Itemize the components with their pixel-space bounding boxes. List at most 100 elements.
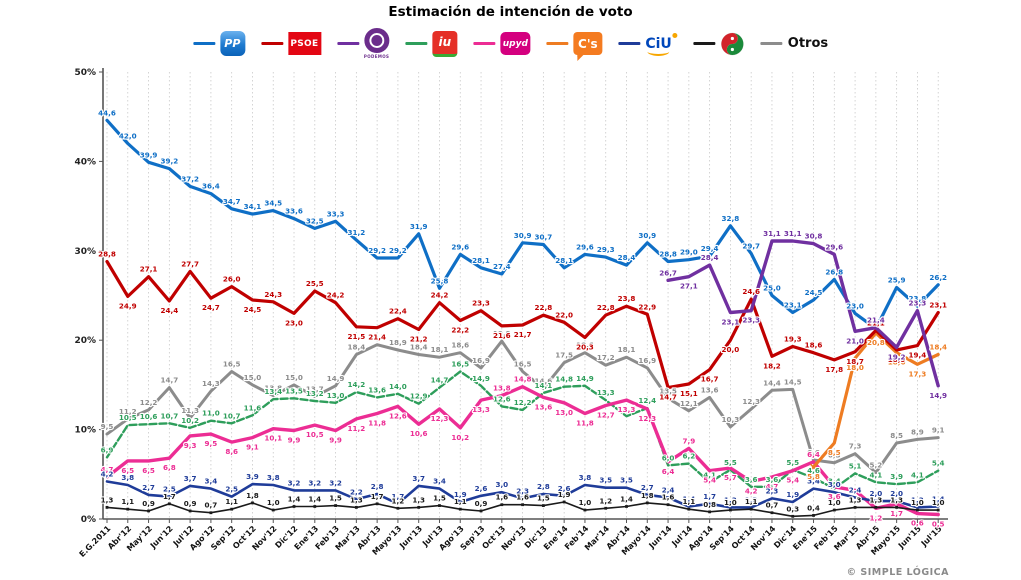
- svg-text:3,2: 3,2: [308, 478, 321, 487]
- svg-text:13,0: 13,0: [327, 391, 345, 400]
- series-labels-pnv: 1,3 1,1 0,91,70,9 0,7 1,11,81,0 1,4 1,4 1,5 1,3 1…: [100, 489, 946, 515]
- svg-text:8,5: 8,5: [890, 431, 903, 440]
- svg-text:31,1: 31,1: [763, 229, 781, 238]
- svg-text:27,7: 27,7: [181, 259, 199, 268]
- svg-text:0,9: 0,9: [142, 499, 155, 508]
- ciu-dot-icon: [672, 32, 678, 38]
- svg-text:3,8: 3,8: [267, 473, 280, 482]
- series-line-cs: [809, 331, 940, 471]
- svg-text:10%: 10%: [74, 426, 96, 436]
- svg-text:1,1: 1,1: [454, 497, 467, 506]
- ciu-line-sample: [618, 42, 641, 45]
- svg-text:5,4: 5,4: [786, 476, 799, 485]
- svg-text:23,3: 23,3: [472, 299, 490, 308]
- svg-text:13,8: 13,8: [493, 384, 511, 393]
- svg-text:14,2: 14,2: [347, 380, 365, 389]
- svg-text:29,2: 29,2: [389, 246, 407, 255]
- svg-text:1,3: 1,3: [724, 495, 737, 504]
- svg-text:21,4: 21,4: [368, 333, 386, 342]
- svg-text:24,7: 24,7: [202, 303, 220, 312]
- svg-text:14,4: 14,4: [763, 378, 781, 387]
- svg-text:6,2: 6,2: [682, 452, 695, 461]
- svg-text:27,1: 27,1: [680, 282, 698, 291]
- svg-text:27,4: 27,4: [493, 262, 511, 271]
- svg-text:9,5: 9,5: [205, 439, 218, 448]
- svg-text:14,9: 14,9: [576, 374, 594, 383]
- psoe-logo-icon: PSOE: [287, 32, 321, 55]
- ciu-logo-icon: CiU: [645, 32, 678, 56]
- svg-text:3,2: 3,2: [288, 478, 301, 487]
- svg-text:6,8: 6,8: [163, 463, 176, 472]
- chart-title: Estimación de intención de voto: [388, 4, 633, 20]
- svg-text:11,2: 11,2: [119, 407, 137, 416]
- svg-text:31,9: 31,9: [410, 222, 428, 231]
- svg-text:1,3: 1,3: [412, 495, 425, 504]
- svg-text:0,3: 0,3: [786, 504, 799, 513]
- svg-text:21,4: 21,4: [867, 316, 885, 325]
- svg-text:17,8: 17,8: [825, 365, 843, 374]
- svg-text:11,0: 11,0: [202, 409, 220, 418]
- svg-text:2,2: 2,2: [350, 487, 363, 496]
- svg-text:11,3: 11,3: [181, 406, 199, 415]
- svg-text:10,1: 10,1: [264, 434, 282, 443]
- series-labels-iu: 6,910,5 10,6 10,7 10,211,0 10,711,613,4 13,5 1…: [100, 358, 946, 486]
- svg-text:21,6: 21,6: [493, 331, 511, 340]
- svg-text:24,5: 24,5: [244, 305, 262, 314]
- svg-text:1,5: 1,5: [329, 494, 342, 503]
- svg-text:22,0: 22,0: [555, 310, 573, 319]
- svg-text:13,8: 13,8: [264, 384, 282, 393]
- svg-text:13,7: 13,7: [306, 385, 324, 394]
- svg-text:29,6: 29,6: [451, 242, 469, 251]
- iu-logo-icon: iu: [432, 30, 458, 57]
- legend-item-pnv: [693, 32, 745, 56]
- svg-text:25,5: 25,5: [306, 279, 324, 288]
- svg-text:20,0: 20,0: [722, 345, 740, 354]
- svg-text:21,7: 21,7: [514, 330, 532, 339]
- svg-text:28,1: 28,1: [472, 256, 490, 265]
- svg-text:1,3: 1,3: [869, 495, 882, 504]
- iu-line-sample: [405, 42, 428, 45]
- svg-text:16,9: 16,9: [472, 356, 490, 365]
- svg-text:32,8: 32,8: [722, 214, 740, 223]
- svg-text:4,1: 4,1: [911, 470, 924, 479]
- svg-text:19,2: 19,2: [888, 352, 906, 361]
- svg-text:21,5: 21,5: [347, 332, 365, 341]
- svg-text:27,1: 27,1: [140, 265, 158, 274]
- svg-text:50%: 50%: [74, 68, 96, 78]
- source-credit: © SIMPLE LÓGICA: [846, 567, 949, 578]
- series-line-iu: [105, 370, 940, 490]
- svg-text:1,7: 1,7: [371, 492, 384, 501]
- svg-text:29,3: 29,3: [597, 245, 615, 254]
- svg-text:23,3: 23,3: [909, 299, 927, 308]
- svg-text:15,0: 15,0: [285, 373, 303, 382]
- svg-text:12,2: 12,2: [514, 398, 532, 407]
- svg-text:21,0: 21,0: [846, 336, 864, 345]
- svg-text:29,2: 29,2: [368, 246, 386, 255]
- svg-text:9,1: 9,1: [246, 443, 259, 452]
- svg-text:31,2: 31,2: [347, 228, 365, 237]
- svg-text:28,4: 28,4: [618, 253, 636, 262]
- svg-text:5,4: 5,4: [703, 476, 716, 485]
- svg-text:1,3: 1,3: [745, 495, 758, 504]
- svg-text:1,7: 1,7: [392, 492, 405, 501]
- svg-text:12,3: 12,3: [742, 397, 760, 406]
- svg-text:30,8: 30,8: [805, 232, 823, 241]
- svg-text:11,5: 11,5: [618, 404, 636, 413]
- svg-text:13,0: 13,0: [555, 408, 573, 417]
- svg-text:14,7: 14,7: [431, 376, 449, 385]
- podemos-circle-icon: [364, 28, 390, 53]
- svg-text:1,0: 1,0: [724, 498, 737, 507]
- svg-text:10,2: 10,2: [181, 416, 199, 425]
- svg-text:12,1: 12,1: [680, 399, 698, 408]
- svg-text:5,1: 5,1: [849, 461, 862, 470]
- svg-text:3,6: 3,6: [766, 475, 779, 484]
- svg-text:0,8: 0,8: [703, 500, 716, 509]
- svg-text:14,9: 14,9: [327, 374, 345, 383]
- svg-text:4,2: 4,2: [745, 486, 758, 495]
- svg-text:20,3: 20,3: [576, 343, 594, 352]
- svg-text:2,3: 2,3: [516, 486, 529, 495]
- svg-text:13,6: 13,6: [701, 385, 719, 394]
- svg-text:13,3: 13,3: [472, 405, 490, 414]
- svg-text:16,7: 16,7: [701, 375, 719, 384]
